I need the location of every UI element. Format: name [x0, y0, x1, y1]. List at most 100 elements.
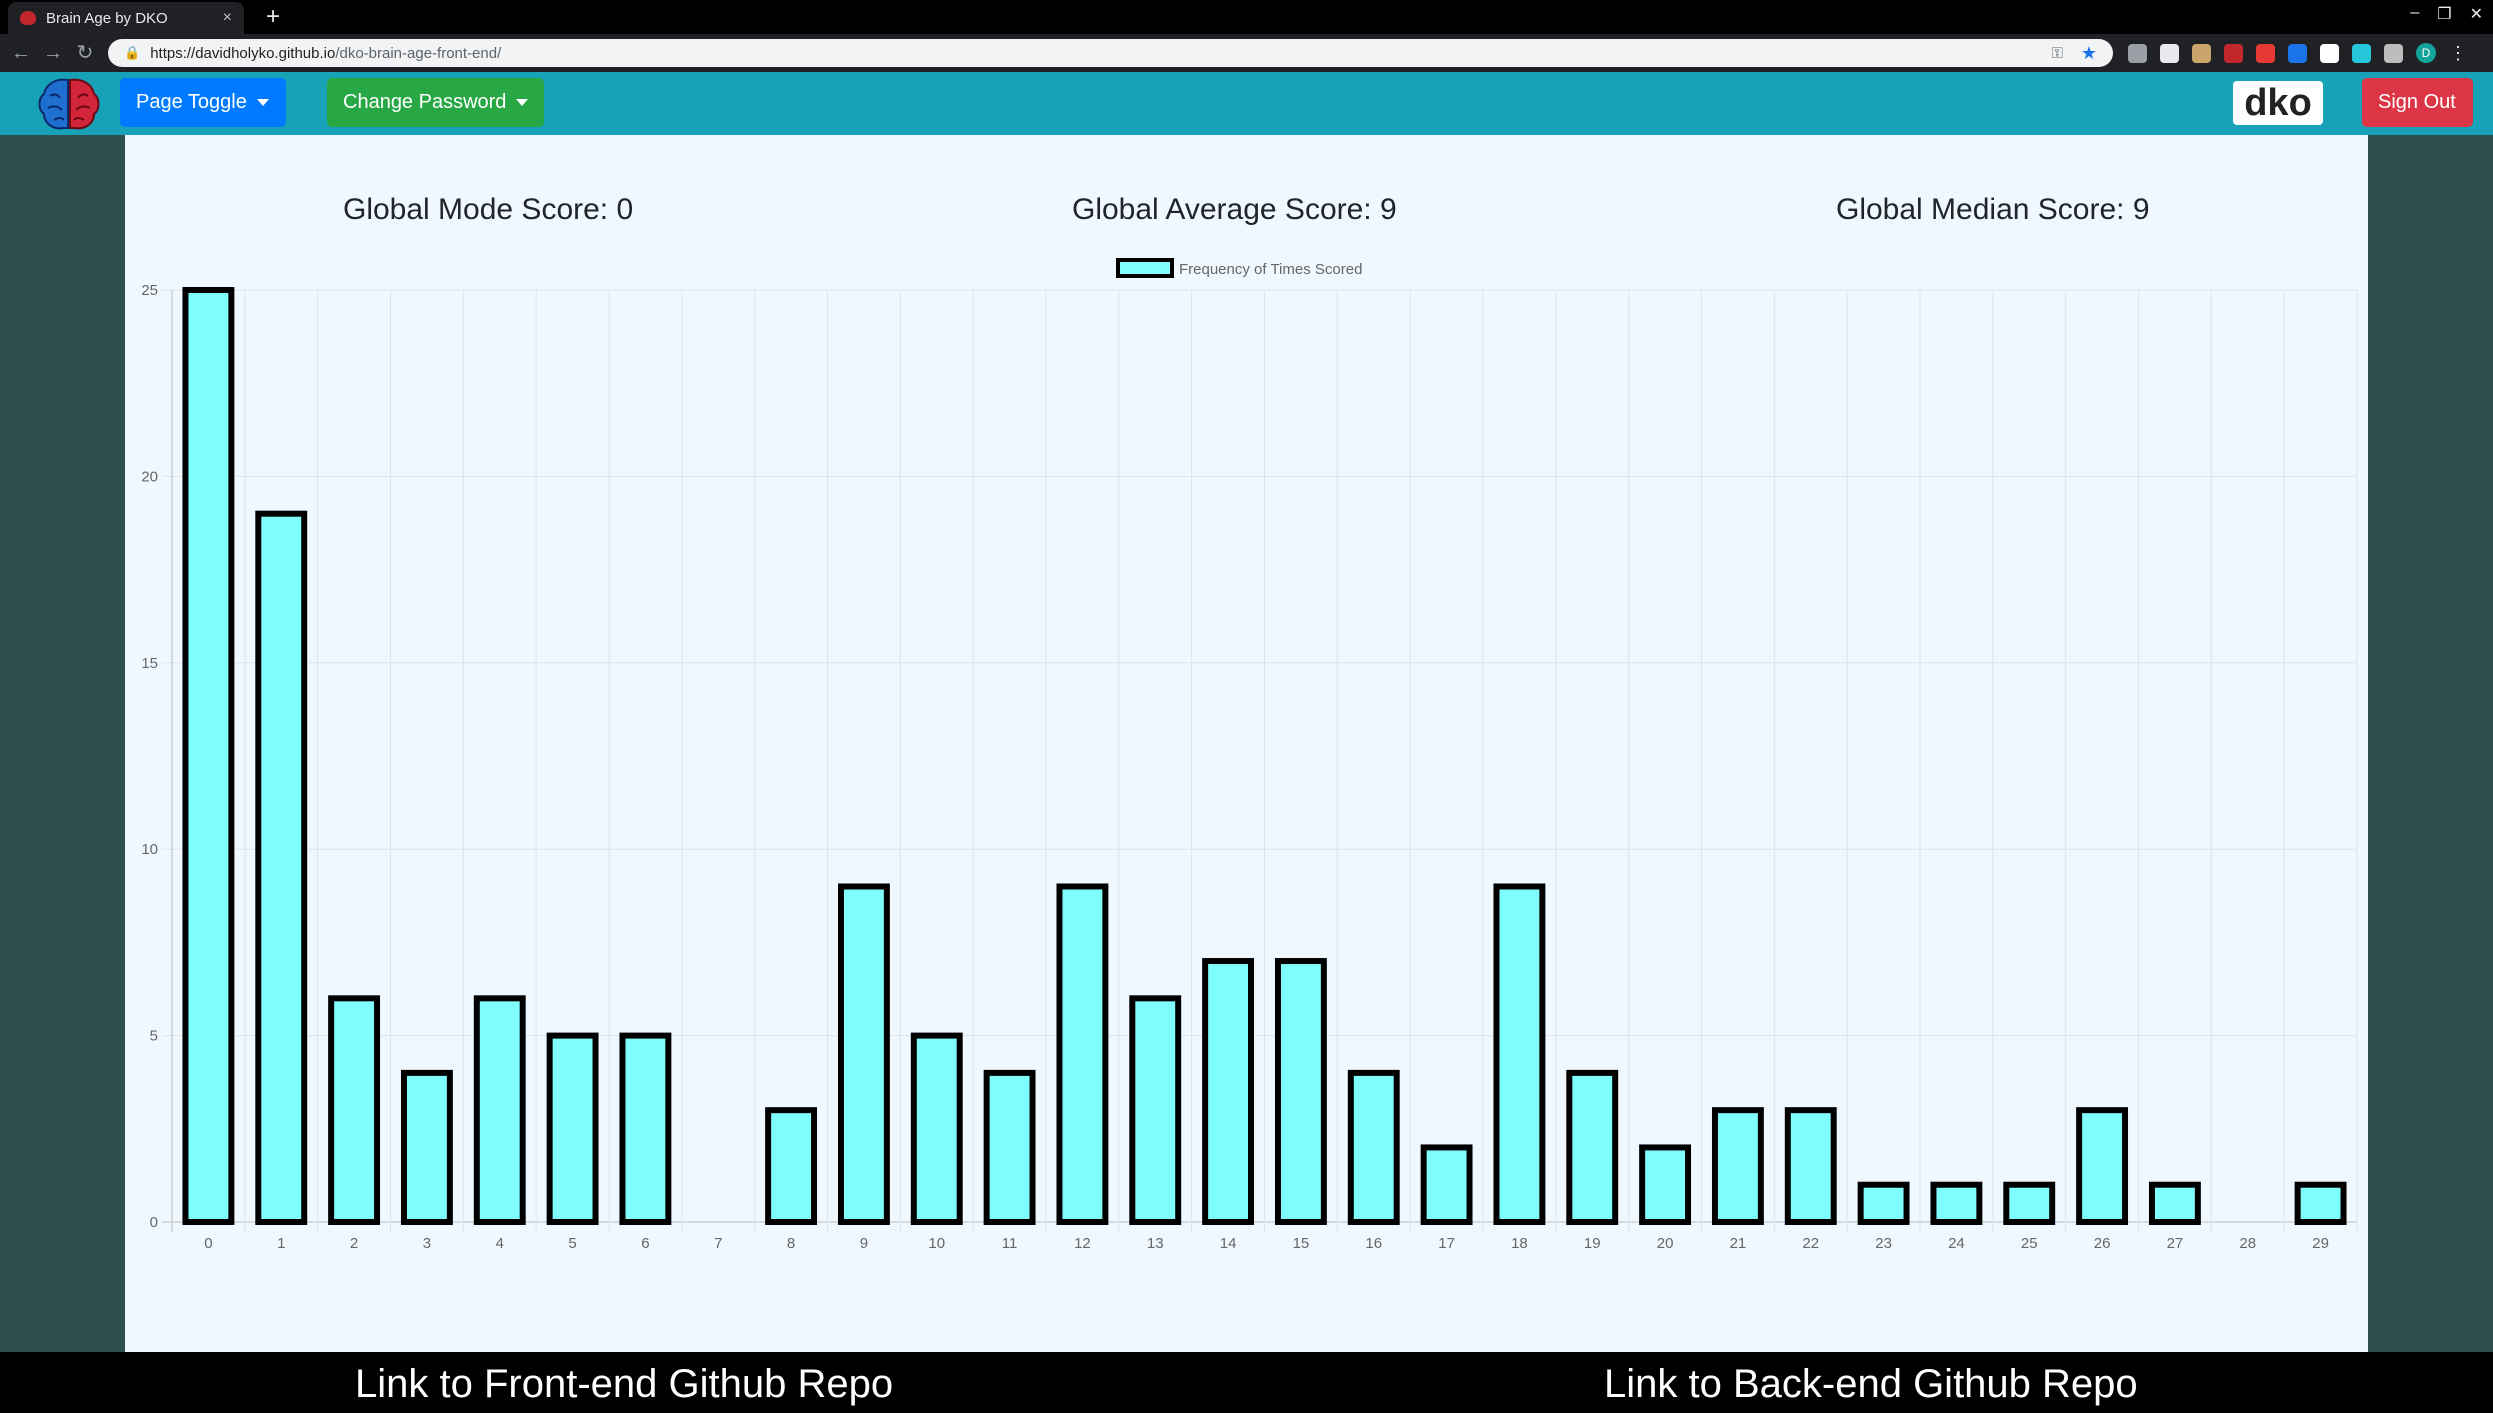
page-toggle-label: Page Toggle — [136, 91, 247, 113]
x-tick-label: 15 — [1293, 1235, 1310, 1252]
bar-score-3[interactable] — [400, 1069, 453, 1225]
bar-score-16[interactable] — [1347, 1069, 1400, 1225]
bar-score-14[interactable] — [1202, 958, 1255, 1225]
back-arrow-icon[interactable]: ← — [11, 42, 31, 64]
front-end-repo-link[interactable]: Link to Front-end Github Repo — [355, 1362, 894, 1406]
main-content: Global Mode Score: 0 Global Average Scor… — [125, 135, 2368, 1352]
x-tick-label: 23 — [1875, 1235, 1892, 1252]
bar-score-9[interactable] — [837, 883, 890, 1225]
global-median-score: Global Median Score: 9 — [1836, 193, 2150, 226]
key-icon[interactable]: ⚿ — [2051, 44, 2063, 62]
browser-toolbar: ← → ↻ 🔒 https://davidholyko.github.io /d… — [0, 34, 2493, 72]
page-toggle-button[interactable]: Page Toggle — [120, 78, 286, 127]
bar-score-29[interactable] — [2294, 1181, 2347, 1225]
bar-score-17[interactable] — [1420, 1144, 1473, 1225]
bar-score-27[interactable] — [2148, 1181, 2201, 1225]
bar-score-24[interactable] — [1930, 1181, 1983, 1225]
bar-score-13[interactable] — [1129, 995, 1182, 1225]
x-tick-label: 1 — [277, 1235, 285, 1252]
y-tick-label: 20 — [141, 468, 158, 485]
x-tick-label: 6 — [641, 1235, 649, 1252]
bar-score-20[interactable] — [1639, 1144, 1692, 1225]
profile-avatar[interactable]: D — [2416, 43, 2436, 63]
browser-extension-icon[interactable] — [2352, 43, 2371, 63]
close-window-icon[interactable]: ✕ — [2469, 6, 2483, 23]
url-host: https://davidholyko.github.io — [150, 44, 336, 62]
bar-score-23[interactable] — [1857, 1181, 1910, 1225]
sign-out-button[interactable]: Sign Out — [2362, 78, 2473, 127]
x-tick-label: 17 — [1438, 1235, 1455, 1252]
browser-menu-icon[interactable]: ⋮ — [2449, 43, 2467, 63]
x-tick-label: 3 — [423, 1235, 431, 1252]
username-badge: dko — [2233, 81, 2323, 125]
bar-score-10[interactable] — [910, 1032, 963, 1225]
bar-score-5[interactable] — [546, 1032, 599, 1225]
browser-extension-icon[interactable] — [2224, 43, 2243, 63]
brain-logo-icon[interactable] — [38, 76, 100, 132]
bar-score-8[interactable] — [765, 1107, 818, 1225]
extensions-area: D ⋮ — [2128, 43, 2467, 63]
browser-extension-icon[interactable] — [2160, 43, 2179, 63]
bar-score-11[interactable] — [983, 1069, 1036, 1225]
bar-score-2[interactable] — [328, 995, 381, 1225]
window-controls: – ❐ ✕ — [2410, 4, 2483, 24]
x-tick-label: 16 — [1365, 1235, 1382, 1252]
bar-score-25[interactable] — [2003, 1181, 2056, 1225]
legend-label: Frequency of Times Scored — [1179, 261, 1362, 278]
back-end-repo-link[interactable]: Link to Back-end Github Repo — [1604, 1362, 2138, 1406]
bar-score-21[interactable] — [1711, 1107, 1764, 1225]
bar-score-1[interactable] — [255, 510, 308, 1225]
browser-extension-icon[interactable] — [2256, 43, 2275, 63]
bar-score-19[interactable] — [1566, 1069, 1619, 1225]
browser-extension-icon[interactable] — [2288, 43, 2307, 63]
app-navbar: Page Toggle Change Password dko Sign Out — [0, 72, 2493, 135]
x-tick-label: 5 — [568, 1235, 576, 1252]
x-tick-label: 21 — [1730, 1235, 1747, 1252]
caret-down-icon — [516, 99, 529, 106]
chart-legend[interactable]: Frequency of Times Scored — [1116, 258, 1362, 278]
x-tick-label: 18 — [1511, 1235, 1528, 1252]
x-tick-label: 24 — [1948, 1235, 1965, 1252]
address-bar[interactable]: 🔒 https://davidholyko.github.io /dko-bra… — [108, 39, 2113, 67]
bar-score-0[interactable] — [182, 287, 235, 1225]
x-tick-label: 11 — [1002, 1235, 1018, 1252]
x-tick-label: 13 — [1147, 1235, 1164, 1252]
bookmark-star-icon[interactable]: ★ — [2080, 42, 2097, 63]
x-tick-label: 4 — [496, 1235, 504, 1252]
change-password-button[interactable]: Change Password — [327, 78, 544, 127]
global-average-score: Global Average Score: 9 — [1072, 193, 1397, 226]
bar-score-18[interactable] — [1493, 883, 1546, 1225]
bar-score-6[interactable] — [619, 1032, 672, 1225]
chart-bars — [182, 287, 2347, 1225]
browser-extension-icon[interactable] — [2384, 43, 2403, 63]
x-tick-label: 12 — [1074, 1235, 1091, 1252]
x-tick-label: 8 — [787, 1235, 795, 1252]
x-tick-label: 19 — [1584, 1235, 1601, 1252]
y-tick-label: 0 — [150, 1214, 158, 1231]
bar-score-22[interactable] — [1784, 1107, 1837, 1225]
restore-icon[interactable]: ❐ — [2437, 6, 2452, 23]
browser-extension-icon[interactable] — [2192, 43, 2211, 63]
reload-icon[interactable]: ↻ — [76, 42, 94, 64]
bar-score-26[interactable] — [2076, 1107, 2129, 1225]
forward-arrow-icon[interactable]: → — [43, 42, 63, 64]
browser-tab[interactable]: Brain Age by DKO × — [8, 2, 244, 34]
y-tick-label: 25 — [141, 282, 158, 299]
tab-close-icon[interactable]: × — [222, 9, 232, 26]
bar-score-4[interactable] — [473, 995, 526, 1225]
bar-score-12[interactable] — [1056, 883, 1109, 1225]
new-tab-button[interactable]: + — [265, 3, 280, 30]
browser-extension-icon[interactable] — [2320, 43, 2339, 63]
x-tick-label: 29 — [2312, 1235, 2329, 1252]
minimize-icon[interactable]: – — [2410, 4, 2420, 21]
browser-extension-icon[interactable] — [2128, 43, 2147, 63]
footer: Link to Front-end Github Repo Link to Ba… — [0, 1352, 2493, 1413]
change-password-label: Change Password — [343, 91, 507, 113]
x-tick-label: 22 — [1802, 1235, 1819, 1252]
legend-swatch — [1116, 258, 1174, 278]
y-tick-label: 5 — [150, 1028, 158, 1045]
x-tick-label: 14 — [1220, 1235, 1237, 1252]
bar-score-15[interactable] — [1274, 958, 1327, 1225]
x-tick-label: 10 — [928, 1235, 945, 1252]
